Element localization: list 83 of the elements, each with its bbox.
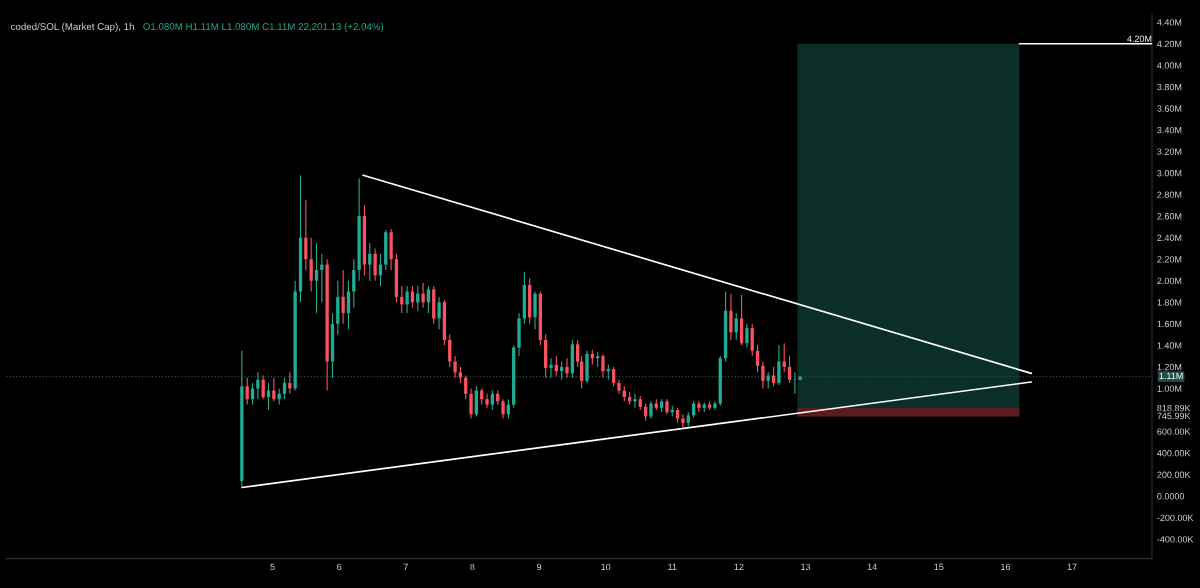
y-tick-label: 400.00K <box>1157 450 1191 457</box>
y-tick-label: 3.60M <box>1157 105 1182 112</box>
candlestick <box>288 371 292 395</box>
y-tick-label: 2.80M <box>1157 191 1182 198</box>
x-tick-label: 5 <box>270 563 275 571</box>
x-tick-label: 7 <box>403 563 408 570</box>
text: coded/SOL (Market Cap), 1h <box>11 22 134 32</box>
x-tick-label: 8 <box>470 563 475 571</box>
y-tick-label: 4.40M <box>1157 19 1182 26</box>
candlestick <box>729 293 733 341</box>
y-tick-label: 200.00K <box>1157 471 1191 478</box>
candlestick <box>410 285 415 309</box>
y-tick-label: 0.0000 <box>1157 493 1185 500</box>
candlestick <box>373 247 377 282</box>
y-tick-label: -400.00K <box>1157 536 1194 543</box>
candlestick <box>755 344 760 373</box>
candlestick <box>485 393 489 409</box>
y-tick-label: 745.99K <box>1157 412 1191 420</box>
candlestick <box>549 357 553 379</box>
y-tick-label: 4.20M <box>1157 40 1182 48</box>
candlestick <box>565 357 569 379</box>
candlestick <box>490 390 495 411</box>
candlestick <box>681 413 685 429</box>
y-tick-label: 3.80M <box>1157 83 1182 91</box>
candlestick <box>368 242 372 282</box>
candlestick <box>341 269 345 325</box>
y-tick-label: 2.60M <box>1157 213 1182 220</box>
candlestick <box>793 371 797 395</box>
candlestick <box>309 237 313 293</box>
y-tick-label: 1.00M <box>1157 385 1182 392</box>
y-tick-label: 1.20M <box>1157 363 1182 371</box>
candlestick <box>697 400 701 413</box>
x-tick-label: 9 <box>536 563 542 571</box>
x-tick-label: 16 <box>1001 563 1011 571</box>
candlestick <box>576 339 580 368</box>
y-tick-label: 3.40M <box>1157 126 1182 134</box>
y-tick-label: 2.20M <box>1157 256 1182 263</box>
candlestick <box>282 377 287 400</box>
y-tick-label: -200.00K <box>1157 514 1194 522</box>
candlestick <box>272 377 276 402</box>
candlestick <box>787 355 792 384</box>
candlestick <box>745 323 749 349</box>
y-tick-label: 2.40M <box>1157 234 1182 242</box>
x-tick-label: 10 <box>601 563 611 571</box>
text: O1.080M H1.11M L1.080M C1.11M 22,201.13 (+2.04%) <box>143 22 384 32</box>
y-tick-label: 600.00K <box>1157 428 1191 435</box>
candlestick <box>501 398 505 420</box>
candlestick <box>426 285 431 314</box>
candlestick <box>713 400 717 411</box>
candlestick <box>448 334 452 368</box>
y-tick-label: 1.60M <box>1157 320 1182 328</box>
y-tick-label: 3.20M <box>1157 148 1182 155</box>
candlestick <box>469 387 473 420</box>
y-tick-label: 3.00M <box>1157 169 1182 177</box>
candlestick <box>761 360 765 389</box>
data-label: 4.20M <box>1127 35 1152 42</box>
candlestick <box>346 280 351 330</box>
x-tick-label: 13 <box>801 563 811 571</box>
y-tick-label: 1.40M <box>1157 342 1182 349</box>
candlestick <box>533 290 537 330</box>
candlestick <box>256 371 260 400</box>
y-tick-label: 4.00M <box>1157 62 1182 69</box>
candlestick <box>314 242 319 314</box>
candlestick <box>250 382 255 406</box>
x-tick-label: 6 <box>337 563 342 571</box>
candlestick <box>437 296 441 330</box>
candlestick <box>750 323 754 357</box>
candlestick <box>405 285 409 314</box>
x-tick-label: 15 <box>934 563 944 571</box>
x-tick-label: 14 <box>867 563 877 570</box>
y-tick-label: 818.89K <box>1157 404 1191 412</box>
x-tick-label: 11 <box>668 563 677 570</box>
candlestick <box>245 377 249 406</box>
candlestick <box>777 344 781 386</box>
x-tick-label: 12 <box>734 563 744 570</box>
candlestick <box>601 353 605 379</box>
candlestick <box>633 393 637 409</box>
candlestick <box>421 282 425 309</box>
ref-line-label: 1.11M <box>1159 372 1183 379</box>
candlestick <box>453 355 457 379</box>
y-tick-label: 2.00M <box>1157 277 1182 285</box>
x-tick-label: 17 <box>1067 563 1077 570</box>
y-tick-label: 1.80M <box>1157 299 1182 306</box>
